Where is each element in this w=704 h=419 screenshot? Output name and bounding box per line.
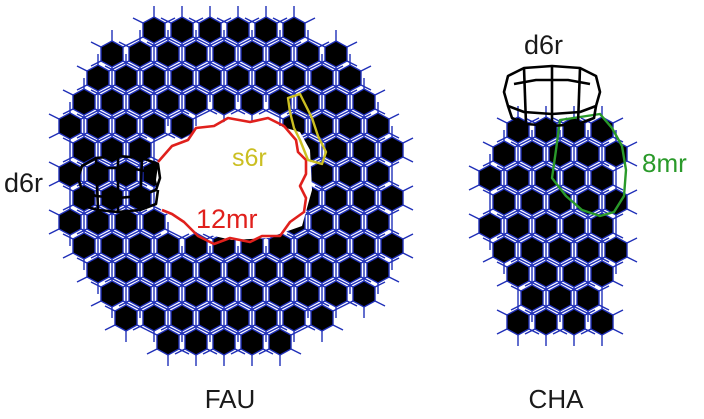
fau-12mr-label: 12mr <box>196 204 258 234</box>
cha-8mr-label: 8mr <box>642 148 687 178</box>
cha-name-label: CHA <box>529 384 585 414</box>
cha-blue-network <box>468 105 638 347</box>
fau-s6r-label: s6r <box>232 144 267 172</box>
fau-d6r-label: d6r <box>4 168 43 198</box>
cha-8mr-ring <box>550 112 628 218</box>
fau-framework: d6r s6r 12mr FAU <box>4 5 414 414</box>
fau-name-label: FAU <box>205 384 256 414</box>
fau-supercage-void <box>156 120 312 240</box>
cha-framework: d6r 8mr CHA <box>468 30 687 414</box>
fau-s6r-ring <box>286 92 328 166</box>
cha-d6r-prism <box>502 64 602 128</box>
fau-d6r-prism <box>76 154 162 214</box>
fau-12mr-ring <box>157 116 308 246</box>
cha-d6r-label: d6r <box>524 30 563 60</box>
